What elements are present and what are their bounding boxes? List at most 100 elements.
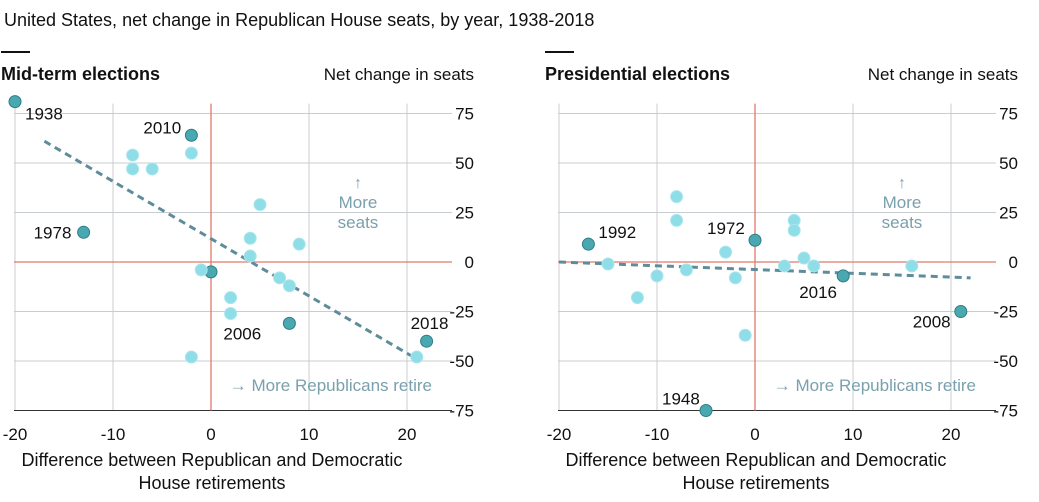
- y-tick-label: -75: [993, 402, 1018, 421]
- highlighted-point: [421, 335, 433, 347]
- data-point: [195, 264, 207, 276]
- y-tick-labels: 75 50 25 0 -25 -50 -75: [449, 105, 474, 421]
- point-label: 1948: [662, 390, 700, 409]
- point-label: 1972: [707, 219, 745, 238]
- y-tick-label: 25: [455, 204, 474, 223]
- point-label: 2018: [411, 314, 449, 333]
- up-arrow-icon: ↑: [898, 175, 906, 192]
- y-axis-label: Net change in seats: [868, 65, 1018, 84]
- x-tick-label: 10: [300, 425, 319, 444]
- panel-title: Mid-term elections: [1, 64, 160, 84]
- y-tick-labels: 75 50 25 0 -25 -50 -75: [993, 105, 1018, 421]
- data-point: [602, 258, 614, 270]
- y-tick-label: 75: [999, 105, 1018, 124]
- data-point: [778, 260, 790, 272]
- highlighted-point: [9, 96, 21, 108]
- highlighted-point: [78, 226, 90, 238]
- data-point: [293, 238, 305, 250]
- y-tick-label: -75: [449, 402, 474, 421]
- annotation-more-seats-line2: seats: [338, 213, 379, 232]
- x-tick-label: -10: [101, 425, 126, 444]
- point-label: 1992: [598, 223, 636, 242]
- data-point: [283, 280, 295, 292]
- data-point: [798, 252, 810, 264]
- x-tick-label: 0: [206, 425, 215, 444]
- panel-presidential: Presidential elections Net change in sea…: [545, 52, 1018, 493]
- data-point: [254, 199, 266, 211]
- data-point: [185, 351, 197, 363]
- data-point: [127, 163, 139, 175]
- x-tick-label: 0: [750, 425, 759, 444]
- point-label: 2016: [799, 283, 837, 302]
- panel-title: Presidential elections: [545, 64, 730, 84]
- x-tick-label: 10: [844, 425, 863, 444]
- x-axis-label-line1: Difference between Republican and Democr…: [22, 450, 403, 470]
- data-point: [244, 232, 256, 244]
- x-tick-label: 20: [398, 425, 417, 444]
- y-tick-label: 75: [455, 105, 474, 124]
- y-tick-label: -50: [993, 352, 1018, 371]
- figure-title: United States, net change in Republican …: [4, 10, 594, 30]
- grid: [14, 104, 452, 411]
- highlighted-point: [955, 306, 967, 318]
- highlighted-point: [185, 129, 197, 141]
- data-point: [146, 163, 158, 175]
- annotation-more-seats-line1: More: [883, 193, 922, 212]
- data-point: [808, 260, 820, 272]
- data-point: [274, 272, 286, 284]
- y-tick-label: 50: [455, 154, 474, 173]
- highlighted-point: [749, 234, 761, 246]
- data-point: [225, 292, 237, 304]
- data-point: [788, 224, 800, 236]
- data-point: [671, 214, 683, 226]
- highlighted-point: [582, 238, 594, 250]
- x-tick-labels: -20 -10 0 10 20: [547, 425, 961, 444]
- annotation-more-seats-line2: seats: [882, 213, 923, 232]
- x-tick-label: 20: [942, 425, 961, 444]
- data-point: [720, 246, 732, 258]
- point-label: 2008: [913, 313, 951, 332]
- point-label: 1978: [34, 223, 72, 242]
- highlighted-point: [837, 270, 849, 282]
- highlighted-point: [283, 317, 295, 329]
- data-points: 1938 1978 2010 2006 2018: [9, 96, 448, 363]
- y-tick-label: -50: [449, 352, 474, 371]
- data-point: [127, 149, 139, 161]
- annotation-more-retire: → More Republicans retire: [774, 376, 976, 395]
- y-tick-label: -25: [993, 303, 1018, 322]
- zero-lines: [558, 104, 996, 411]
- data-point: [185, 147, 197, 159]
- y-axis-label: Net change in seats: [324, 65, 474, 84]
- y-tick-label: 0: [1009, 253, 1018, 272]
- y-tick-label: 50: [999, 154, 1018, 173]
- y-tick-label: -25: [449, 303, 474, 322]
- x-tick-label: -20: [3, 425, 28, 444]
- data-point: [680, 264, 692, 276]
- data-point: [739, 329, 751, 341]
- annotation-more-seats-line1: More: [339, 193, 378, 212]
- highlighted-point: [700, 405, 712, 417]
- data-point: [906, 260, 918, 272]
- panel-mid-term: Mid-term elections Net change in seats ↑…: [1, 52, 474, 493]
- point-label: 1938: [25, 105, 63, 124]
- data-point: [631, 292, 643, 304]
- data-point: [729, 272, 741, 284]
- x-tick-labels: -20 -10 0 10 20: [3, 425, 417, 444]
- data-point: [671, 191, 683, 203]
- x-tick-label: -20: [547, 425, 572, 444]
- up-arrow-icon: ↑: [354, 175, 362, 192]
- data-point: [411, 351, 423, 363]
- annotation-more-retire: → More Republicans retire: [230, 376, 432, 395]
- y-tick-label: 25: [999, 204, 1018, 223]
- data-point: [244, 250, 256, 262]
- zero-lines: [14, 104, 452, 411]
- point-label: 2010: [143, 118, 181, 137]
- point-label: 2006: [223, 324, 261, 343]
- data-point: [225, 307, 237, 319]
- data-point: [651, 270, 663, 282]
- x-axis-label-line1: Difference between Republican and Democr…: [566, 450, 947, 470]
- grid: [558, 104, 996, 411]
- x-axis-label-line2: House retirements: [138, 473, 285, 493]
- y-tick-label: 0: [465, 253, 474, 272]
